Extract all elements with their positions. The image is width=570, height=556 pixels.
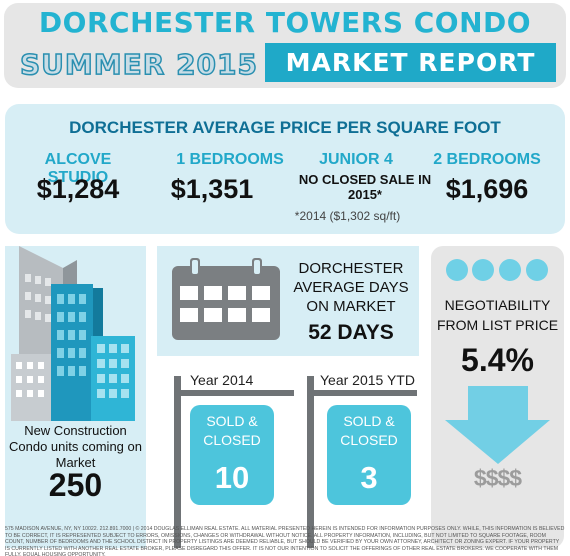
report-label: MARKET REPORT bbox=[285, 48, 536, 77]
sold-2014-label: SOLD & CLOSED bbox=[203, 413, 261, 448]
negotiability-label: NEGOTIABILITY FROM LIST PRICE bbox=[436, 297, 559, 333]
new-construction-label: New Construction Condo units coming on M… bbox=[9, 423, 142, 470]
sold-2015-value: 3 bbox=[360, 460, 378, 495]
price-per-sqft-panel bbox=[5, 104, 565, 234]
alcove-studio-label: ALCOVE STUDIO bbox=[44, 151, 112, 186]
sold-2014-box bbox=[190, 405, 274, 505]
two-bedroom-label: 2 BEDROOMS bbox=[433, 151, 541, 168]
page-title: DORCHESTER TOWERS CONDO bbox=[38, 6, 532, 39]
calendar-icon bbox=[172, 258, 280, 340]
sold-2015-box bbox=[327, 405, 411, 505]
days-on-market-label: DORCHESTER AVERAGE DAYS ON MARKET bbox=[293, 260, 409, 315]
down-arrow-icon bbox=[445, 386, 550, 464]
negotiability-value: 5.4% bbox=[461, 342, 534, 378]
sold-signs-graphic bbox=[174, 376, 417, 548]
junior-four-label: JUNIOR 4 bbox=[319, 151, 393, 168]
price-per-sqft-title: DORCHESTER AVERAGE PRICE PER SQUARE FOOT bbox=[69, 118, 501, 137]
sold-2015-label: SOLD & CLOSED bbox=[340, 413, 398, 448]
junior-four-footnote: *2014 ($1,302 sq/ft) bbox=[294, 209, 401, 223]
one-bedroom-value: $1,351 bbox=[170, 174, 254, 204]
days-on-market-value: 52 DAYS bbox=[308, 321, 394, 344]
buildings-icon bbox=[11, 246, 135, 421]
alcove-studio-value: $1,284 bbox=[36, 174, 120, 204]
year-2015-label: Year 2015 YTD bbox=[320, 372, 415, 388]
dots-icon bbox=[446, 259, 548, 281]
report-banner bbox=[265, 43, 556, 82]
new-construction-value: 250 bbox=[48, 467, 103, 503]
footer-disclaimer: 575 MADISON AVENUE, NY, NY 10022. 212.89… bbox=[5, 526, 565, 556]
season-label: SUMMER 2015 bbox=[19, 47, 258, 82]
junior-four-value: NO CLOSED SALE IN 2015* bbox=[298, 172, 432, 202]
dollar-signs-icon: $$$$ bbox=[473, 465, 522, 491]
sold-2014-value: 10 bbox=[214, 460, 250, 495]
one-bedroom-label: 1 BEDROOMS bbox=[176, 151, 284, 168]
year-2014-label: Year 2014 bbox=[190, 372, 254, 388]
two-bedroom-value: $1,696 bbox=[445, 174, 529, 204]
